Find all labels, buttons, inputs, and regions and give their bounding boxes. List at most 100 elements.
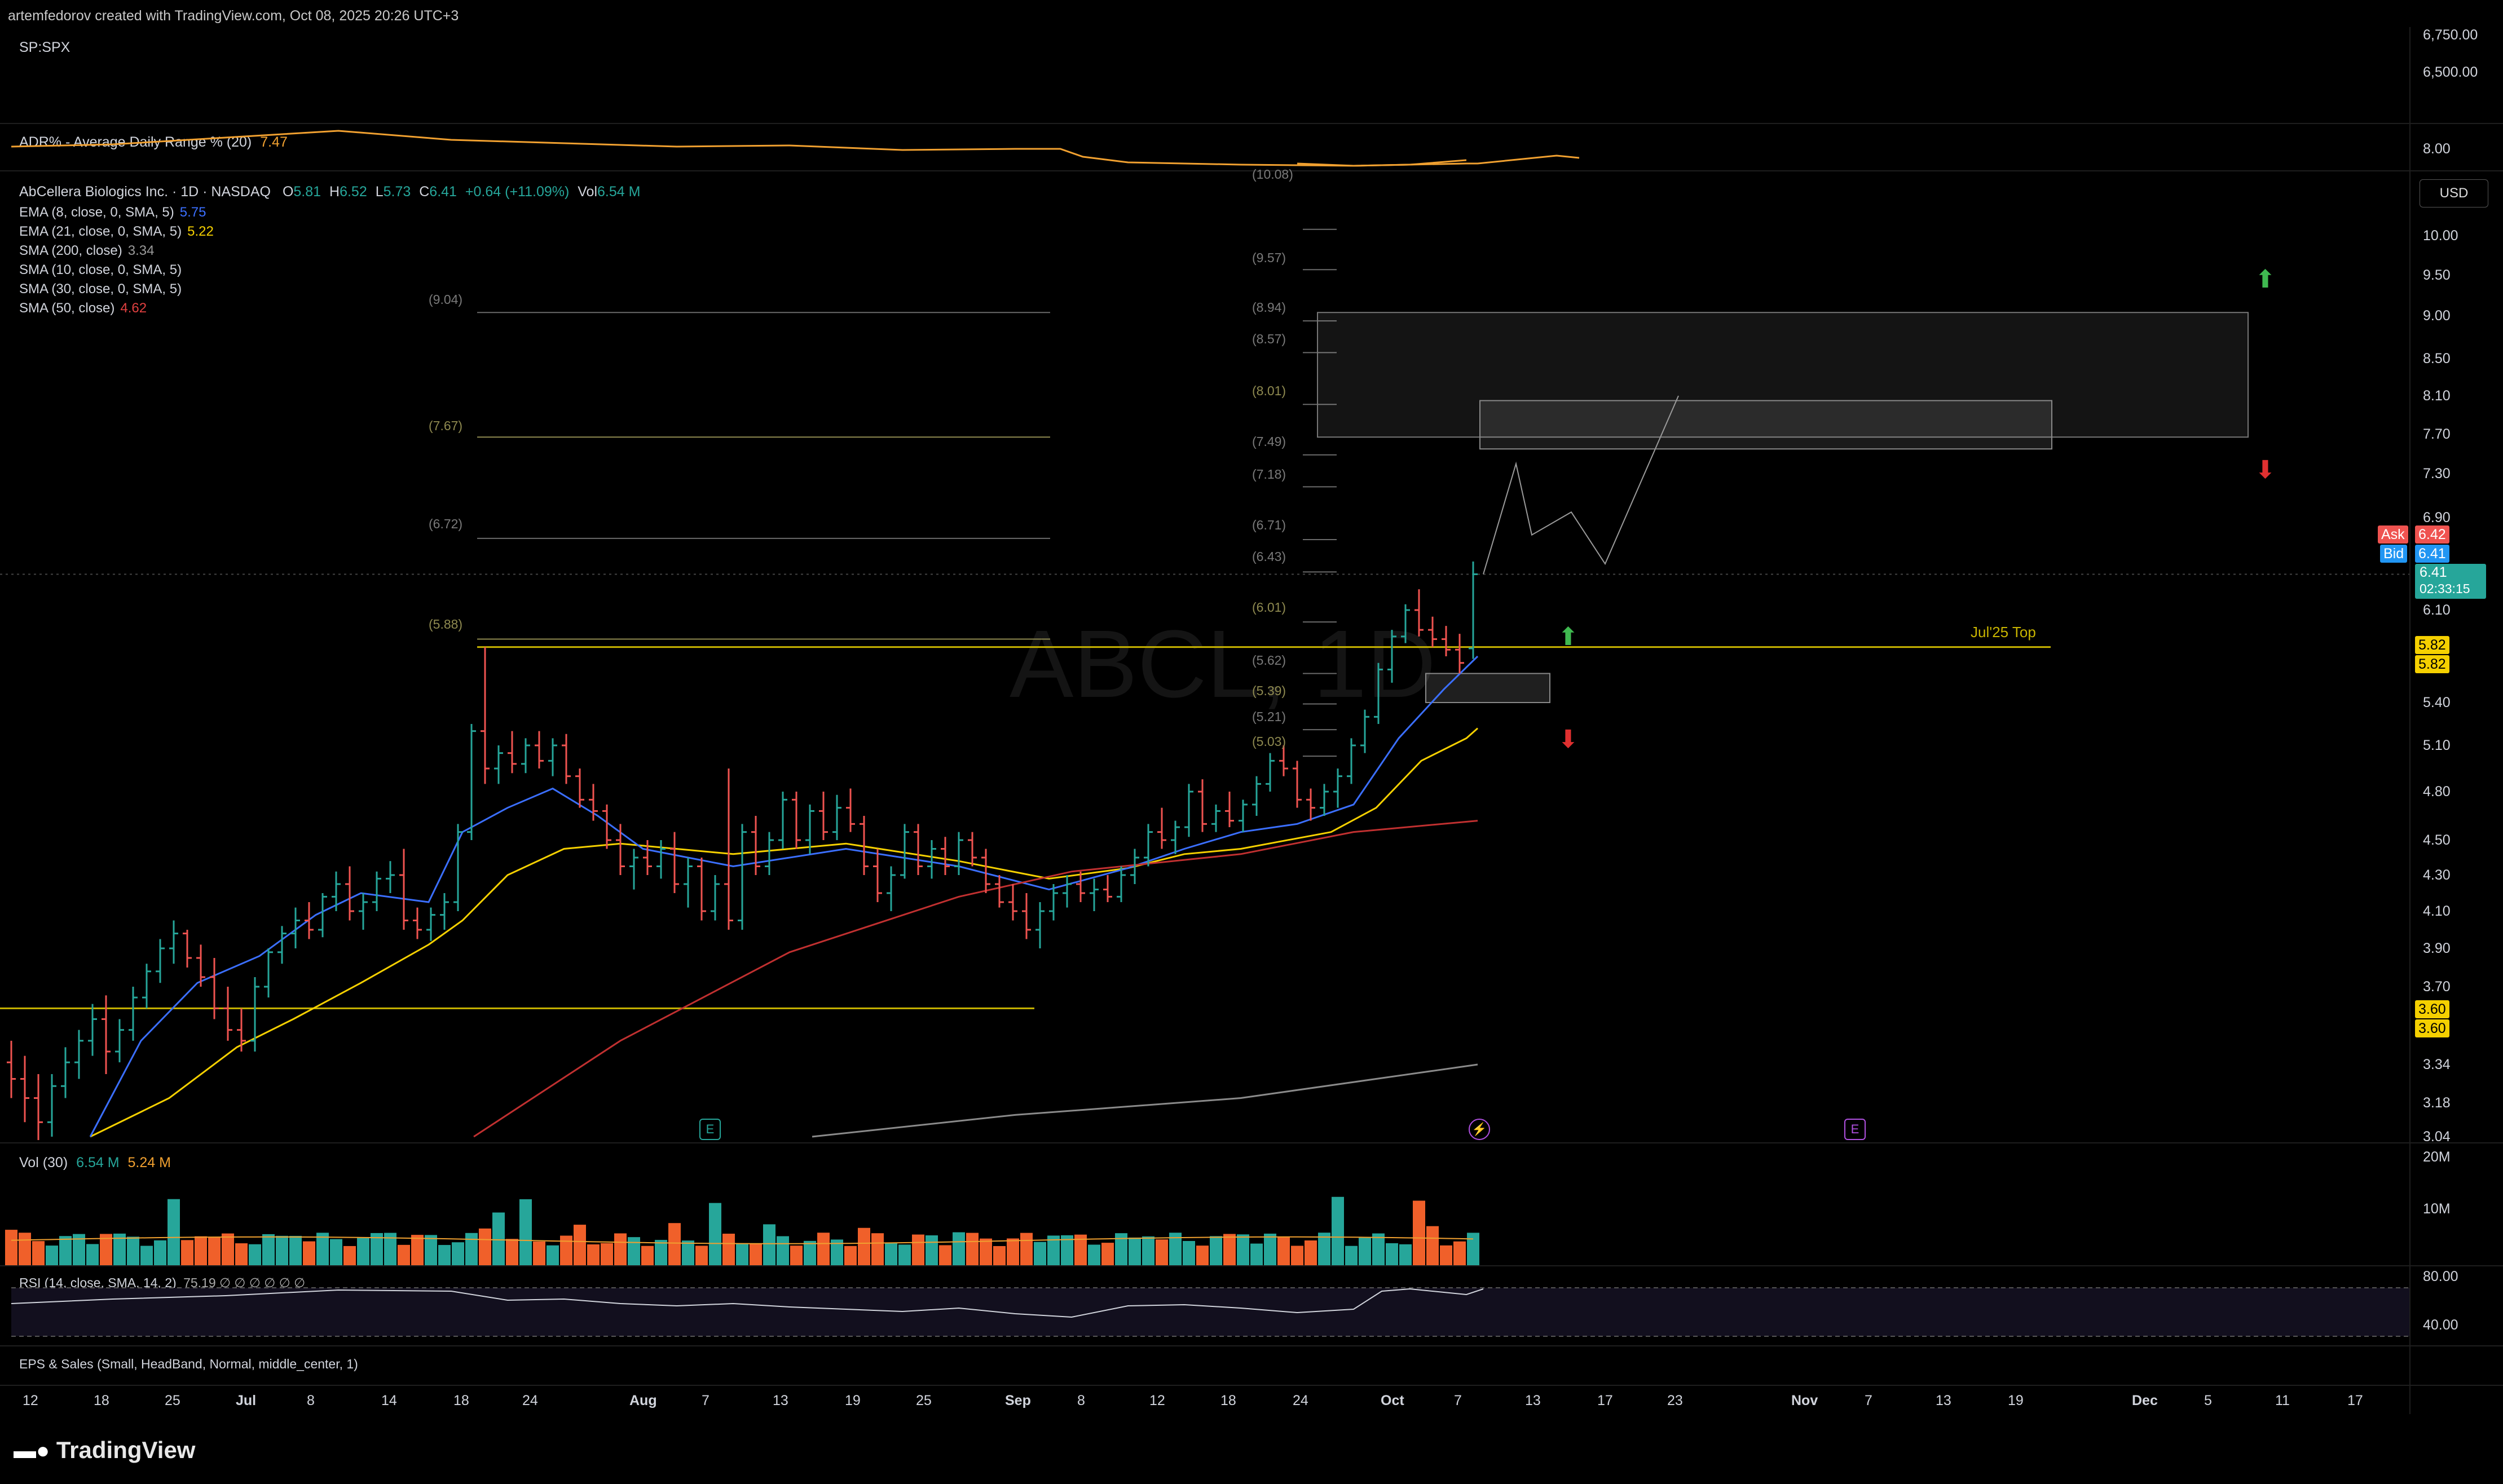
ohlc-open-label: O (282, 184, 294, 200)
time-tick: Oct (1381, 1393, 1404, 1408)
volume-bar (1426, 1226, 1439, 1265)
indicator-row[interactable]: EMA (8, close, 0, SMA, 5) 5.75 (19, 203, 214, 222)
volume-label: Vol (578, 184, 598, 200)
volume-bar (1156, 1239, 1168, 1265)
time-tick: Sep (1005, 1393, 1031, 1408)
volume-bar (858, 1227, 870, 1265)
time-tick: 19 (845, 1393, 861, 1408)
volume-bar (1223, 1234, 1236, 1265)
volume-bar (1305, 1240, 1317, 1265)
main-legend[interactable]: AbCellera Biologics Inc. · 1D · NASDAQ O… (19, 184, 640, 200)
sma200-line (812, 1063, 1478, 1138)
volume-bar (113, 1233, 126, 1265)
volume-bar (1034, 1242, 1046, 1265)
volume-bar (560, 1235, 572, 1265)
volume-bar (1345, 1246, 1358, 1265)
volume-bar (1372, 1233, 1385, 1265)
volume-bar (817, 1233, 830, 1265)
price-tick: 3.90 (2423, 940, 2451, 956)
volume-bar (750, 1244, 762, 1265)
eps-legend[interactable]: EPS & Sales (Small, HeadBand, Normal, mi… (19, 1357, 358, 1371)
time-axis-divider (0, 1385, 2503, 1386)
volume-bar (1413, 1200, 1425, 1265)
adr-line (11, 130, 1580, 167)
volume-bar (831, 1239, 843, 1265)
indicator-row[interactable]: SMA (200, close) 3.34 (19, 241, 214, 260)
jul-top-label[interactable]: Jul'25 Top (1971, 624, 2036, 641)
volume-bar (1047, 1235, 1060, 1265)
volume-bar (1210, 1236, 1222, 1265)
price-tick: 4.30 (2423, 867, 2451, 883)
adr-tick: 8.00 (2423, 141, 2451, 157)
volume-bar (574, 1225, 586, 1265)
time-tick: 14 (381, 1393, 397, 1408)
volume-bar (898, 1244, 911, 1265)
volume-bar (912, 1234, 924, 1265)
volume-bar (1318, 1233, 1330, 1265)
volume-bar (1088, 1244, 1100, 1265)
volume-bar (614, 1233, 627, 1265)
volume-bar (966, 1233, 979, 1265)
fib-label-left: (5.88) (429, 617, 463, 631)
volume-bar (19, 1233, 31, 1265)
volume-bar (384, 1233, 396, 1265)
volume-bar (1183, 1240, 1195, 1265)
time-tick: 25 (165, 1393, 180, 1408)
fib-label-left: (6.72) (429, 516, 463, 531)
arrow-up-icon[interactable]: ⬆ (1558, 623, 1579, 651)
indicator-row[interactable]: SMA (50, close) 4.62 (19, 299, 214, 318)
indicator-row[interactable]: SMA (10, close, 0, SMA, 5) (19, 260, 214, 280)
currency-button[interactable]: USD (2420, 179, 2488, 207)
fib-label-right: (7.49) (1252, 434, 1286, 449)
target-zone-box (1317, 312, 2249, 438)
projection-path (1483, 395, 1679, 575)
time-tick: 17 (2347, 1393, 2363, 1408)
tradingview-logo-icon: ▬● (14, 1438, 50, 1463)
arrow-up-icon[interactable]: ⬆ (2255, 266, 2276, 293)
price-tick: 3.70 (2423, 979, 2451, 995)
rsi-chart (11, 1287, 2409, 1337)
earnings-marker[interactable]: E (1844, 1119, 1866, 1140)
volume-bar (885, 1243, 897, 1265)
time-tick: 7 (1865, 1393, 1872, 1408)
indicator-row[interactable]: SMA (30, close, 0, SMA, 5) (19, 280, 214, 299)
earnings-marker[interactable]: E (699, 1119, 721, 1140)
volume-bar (1386, 1243, 1398, 1265)
volume-bar (1291, 1246, 1303, 1265)
volume-bar (926, 1235, 938, 1265)
pane-divider (0, 1265, 2503, 1266)
time-tick: Aug (629, 1393, 657, 1408)
arrow-down-icon[interactable]: ⬇ (1558, 726, 1579, 753)
price-chart[interactable] (0, 171, 2409, 1142)
ohlc-close-label: C (419, 184, 430, 200)
volume-bar (438, 1245, 451, 1265)
fib-label-right: (6.01) (1252, 600, 1286, 615)
spx-symbol-label[interactable]: SP:SPX (19, 39, 70, 55)
adr-legend[interactable]: ADR% - Average Daily Range % (20) 7.47 (19, 134, 288, 151)
price-axis-separator (2409, 27, 2411, 1414)
bar-countdown: 02:33:15 (2420, 581, 2470, 596)
indicator-legend: EMA (8, close, 0, SMA, 5) 5.75 EMA (21, cl… (19, 203, 214, 318)
volume-bar (154, 1240, 166, 1265)
indicator-row[interactable]: EMA (21, close, 0, SMA, 5) 5.22 (19, 222, 214, 241)
volume-bar (181, 1240, 193, 1265)
time-tick: 24 (522, 1393, 538, 1408)
price-change: +0.64 (+11.09%) (465, 184, 570, 200)
indicator-value: 5.75 (179, 205, 206, 220)
price-tick: 5.10 (2423, 737, 2451, 753)
arrow-down-icon[interactable]: ⬇ (2255, 456, 2276, 484)
ohlc-low-label: L (375, 184, 384, 200)
ohlc-high-label: H (329, 184, 340, 200)
price-tick: 6.90 (2423, 510, 2451, 525)
volume-legend[interactable]: Vol (30) 6.54 M 5.24 M (19, 1155, 171, 1171)
last-price-tag: 6.41 02:33:15 (2415, 564, 2486, 599)
volume-bar (695, 1246, 708, 1265)
dividend-marker[interactable]: ⚡ (1469, 1119, 1490, 1140)
fib-label-right: (8.94) (1252, 300, 1286, 315)
price-tick: 10.00 (2423, 228, 2458, 244)
level-tag: 3.60 (2415, 1000, 2449, 1018)
rsi-tick: 40.00 (2423, 1317, 2458, 1333)
price-tick: 6.10 (2423, 602, 2451, 618)
volume-bar (222, 1233, 234, 1265)
volume-bar (357, 1238, 369, 1265)
